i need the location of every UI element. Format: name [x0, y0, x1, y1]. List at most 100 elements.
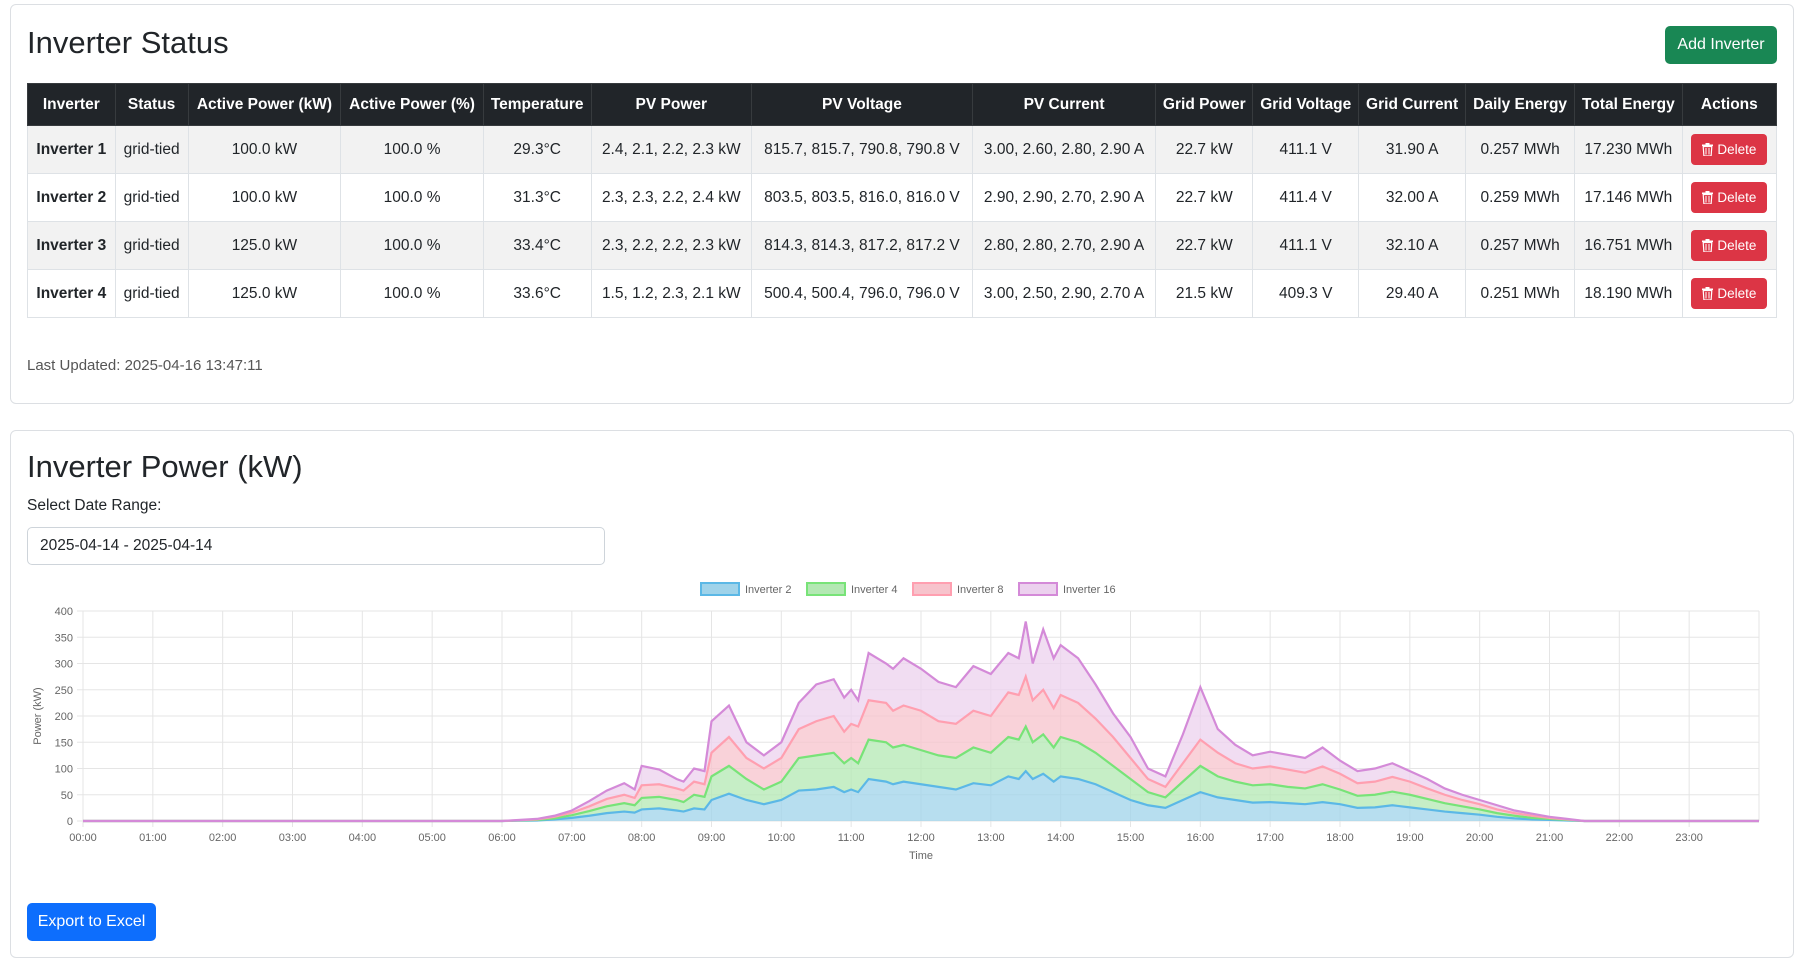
x-tick-label: 12:00	[907, 832, 935, 844]
table-cell: 17.146 MWh	[1574, 173, 1683, 222]
actions-cell: Delete	[1681, 269, 1778, 318]
inverter-name-cell: Inverter 3	[27, 221, 116, 270]
inverter-name-cell: Inverter 4	[27, 269, 116, 318]
x-tick-label: 20:00	[1466, 832, 1494, 844]
column-header: Total Energy	[1574, 83, 1683, 126]
series-line	[83, 621, 1759, 823]
table-row: Inverter 1 grid-tied 100.0 kW 100.0 % 29.3°C…	[27, 125, 1778, 174]
table-cell: 3.00, 2.50, 2.90, 2.70 A	[971, 269, 1157, 318]
x-tick-label: 19:00	[1396, 832, 1424, 844]
export-excel-button[interactable]: Export to Excel	[27, 903, 156, 941]
x-tick-label: 16:00	[1187, 832, 1215, 844]
y-tick-label: 350	[55, 632, 73, 644]
inverter-name-cell: Inverter 2	[27, 173, 116, 222]
date-range-input[interactable]	[27, 527, 605, 565]
column-header: Active Power (kW)	[187, 83, 342, 126]
table-cell: 29.40 A	[1358, 269, 1467, 318]
table-cell: 100.0 %	[340, 269, 484, 318]
table-row: Inverter 3 grid-tied 125.0 kW 100.0 % 33.4°C…	[27, 221, 1778, 270]
series-line	[83, 673, 1759, 823]
table-cell: 2.3, 2.3, 2.2, 2.4 kW	[590, 173, 753, 222]
delete-button[interactable]: Delete	[1691, 278, 1768, 309]
table-cell: 17.230 MWh	[1574, 125, 1683, 174]
table-header-row: Inverter Status Active Power (kW) Active Po…	[27, 83, 1778, 126]
series-area	[83, 726, 1759, 821]
table-cell: 100.0 %	[340, 173, 484, 222]
inverter-name-cell: Inverter 1	[27, 125, 116, 174]
table-row: Inverter 4 grid-tied 125.0 kW 100.0 % 33.6°C…	[27, 269, 1778, 318]
legend-swatch	[700, 582, 740, 596]
table-cell: 100.0 kW	[187, 125, 342, 174]
x-tick-label: 10:00	[768, 832, 796, 844]
delete-label: Delete	[1717, 286, 1757, 301]
y-tick-label: 100	[55, 764, 73, 776]
delete-button[interactable]: Delete	[1691, 230, 1768, 261]
table-cell: 29.3°C	[482, 125, 592, 174]
table-cell: 2.90, 2.90, 2.70, 2.90 A	[971, 173, 1157, 222]
table-cell: 2.3, 2.2, 2.2, 2.3 kW	[590, 221, 753, 270]
column-header: Actions	[1681, 83, 1778, 126]
x-tick-label: 04:00	[349, 832, 377, 844]
legend-label: Inverter 4	[851, 584, 897, 596]
y-tick-label: 50	[61, 790, 73, 802]
y-tick-label: 300	[55, 659, 73, 671]
column-header: PV Current	[971, 83, 1157, 126]
table-cell: grid-tied	[114, 125, 189, 174]
x-tick-label: 02:00	[209, 832, 237, 844]
x-tick-label: 11:00	[838, 832, 865, 844]
table-cell: grid-tied	[114, 221, 189, 270]
table-body: Inverter 1 grid-tied 100.0 kW 100.0 % 29.3°C…	[27, 125, 1778, 318]
column-header: Grid Current	[1358, 83, 1467, 126]
table-cell: 22.7 kW	[1155, 125, 1254, 174]
add-inverter-button[interactable]: Add Inverter	[1665, 26, 1777, 64]
y-tick-label: 200	[55, 711, 73, 723]
actions-cell: Delete	[1681, 125, 1778, 174]
table-cell: 22.7 kW	[1155, 221, 1254, 270]
inverter-status-card: Inverter Status Add Inverter Inverter Sta…	[10, 4, 1794, 404]
x-tick-label: 05:00	[418, 832, 446, 844]
series-area	[83, 621, 1759, 821]
x-tick-label: 09:00	[698, 832, 726, 844]
table-cell: 33.4°C	[482, 221, 592, 270]
x-tick-label: 07:00	[558, 832, 586, 844]
table-cell: 0.257 MWh	[1465, 221, 1576, 270]
legend-swatch	[912, 582, 952, 596]
table-cell: 0.251 MWh	[1465, 269, 1576, 318]
x-tick-label: 15:00	[1117, 832, 1145, 844]
table-cell: 125.0 kW	[187, 221, 342, 270]
page-title: Inverter Status	[27, 25, 229, 60]
chart-section-title: Inverter Power (kW)	[27, 449, 303, 484]
table-cell: 1.5, 1.2, 2.3, 2.1 kW	[590, 269, 753, 318]
x-tick-label: 22:00	[1606, 832, 1634, 844]
series-area	[83, 771, 1759, 821]
x-tick-label: 21:00	[1536, 832, 1564, 844]
table-cell: 411.1 V	[1252, 125, 1360, 174]
delete-button[interactable]: Delete	[1691, 134, 1768, 165]
y-tick-label: 400	[55, 606, 73, 618]
table-cell: 411.4 V	[1252, 173, 1360, 222]
column-header: PV Voltage	[751, 83, 973, 126]
table-cell: 32.10 A	[1358, 221, 1467, 270]
last-updated-text: Last Updated: 2025-04-16 13:47:11	[27, 357, 263, 374]
delete-label: Delete	[1717, 190, 1757, 205]
legend-swatch	[806, 582, 846, 596]
table-cell: 815.7, 815.7, 790.8, 790.8 V	[751, 125, 973, 174]
date-range-label: Select Date Range:	[27, 497, 162, 514]
x-tick-label: 17:00	[1256, 832, 1284, 844]
table-cell: 100.0 %	[340, 221, 484, 270]
x-tick-label: 23:00	[1675, 832, 1703, 844]
table-row: Inverter 2 grid-tied 100.0 kW 100.0 % 31.3°C…	[27, 173, 1778, 222]
legend-swatch	[1018, 582, 1058, 596]
x-tick-label: 08:00	[628, 832, 656, 844]
actions-cell: Delete	[1681, 221, 1778, 270]
table-cell: 31.90 A	[1358, 125, 1467, 174]
table-cell: grid-tied	[114, 173, 189, 222]
trash-icon	[1702, 287, 1714, 300]
table-cell: 125.0 kW	[187, 269, 342, 318]
delete-button[interactable]: Delete	[1691, 182, 1768, 213]
table-cell: 33.6°C	[482, 269, 592, 318]
table-cell: 0.257 MWh	[1465, 125, 1576, 174]
column-header: Temperature	[482, 83, 592, 126]
table-cell: 803.5, 803.5, 816.0, 816.0 V	[751, 173, 973, 222]
x-tick-label: 06:00	[488, 832, 516, 844]
